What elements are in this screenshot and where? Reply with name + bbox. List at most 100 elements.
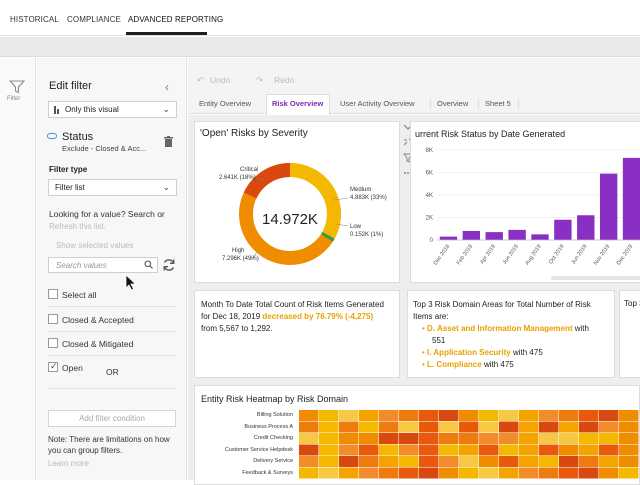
- heatmap-cell[interactable]: [439, 467, 459, 479]
- learn-more-link[interactable]: Learn more: [48, 459, 89, 468]
- heatmap-cell[interactable]: [459, 456, 479, 467]
- heatmap-cell[interactable]: [599, 467, 619, 479]
- heatmap-cell[interactable]: [359, 410, 379, 421]
- heatmap-cell[interactable]: [519, 456, 539, 467]
- heatmap-cell[interactable]: [539, 467, 559, 479]
- heatmap-cell[interactable]: [539, 433, 559, 444]
- heatmap-cell[interactable]: [339, 467, 359, 479]
- heatmap-cell[interactable]: [319, 456, 339, 467]
- heatmap-cell[interactable]: [399, 467, 419, 479]
- tab-sheet-5[interactable]: Sheet 5: [485, 99, 511, 108]
- heatmap-cell[interactable]: [479, 456, 499, 467]
- heatmap-cell[interactable]: [619, 421, 639, 433]
- heatmap-cell[interactable]: [539, 410, 559, 421]
- nav-tab-compliance[interactable]: COMPLIANCE: [67, 15, 121, 24]
- heatmap-cell[interactable]: [479, 433, 499, 444]
- heatmap-cell[interactable]: [379, 410, 399, 421]
- heatmap-cell[interactable]: [399, 456, 419, 467]
- heatmap-cell[interactable]: [579, 433, 599, 444]
- funnel-icon[interactable]: [9, 80, 25, 94]
- heatmap-cell[interactable]: [319, 467, 339, 479]
- heatmap-cell[interactable]: [379, 467, 399, 479]
- heatmap-cell[interactable]: [419, 421, 439, 433]
- heatmap-cell[interactable]: [579, 410, 599, 421]
- mtd-metric-card[interactable]: Month To Date Total Count of Risk Items …: [194, 290, 400, 378]
- bar[interactable]: [462, 231, 481, 240]
- nav-tab-historical[interactable]: HISTORICAL: [10, 15, 59, 24]
- search-values-input[interactable]: Search values: [48, 257, 158, 273]
- heatmap-cell[interactable]: [439, 433, 459, 444]
- checkbox-closed-accepted[interactable]: [48, 314, 58, 324]
- heatmap-cell[interactable]: [359, 421, 379, 433]
- heatmap-cell[interactable]: [379, 433, 399, 444]
- heatmap-cell[interactable]: [519, 421, 539, 433]
- filter-type-select[interactable]: Filter list ⌄: [48, 179, 177, 196]
- heatmap-cell[interactable]: [519, 467, 539, 479]
- heatmap-cell[interactable]: [439, 421, 459, 433]
- heatmap-cell[interactable]: [579, 444, 599, 456]
- heatmap-cell[interactable]: [599, 444, 619, 456]
- checkbox-select-all[interactable]: [48, 289, 58, 299]
- heatmap-cell[interactable]: [379, 444, 399, 456]
- heatmap-cell[interactable]: [299, 433, 319, 444]
- heatmap-cell[interactable]: [499, 410, 519, 421]
- delete-icon[interactable]: [164, 136, 173, 147]
- heatmap-cell[interactable]: [519, 444, 539, 456]
- heatmap-cell[interactable]: [419, 444, 439, 456]
- tab-risk-overview[interactable]: Risk Overview: [272, 99, 324, 108]
- heatmap-cell[interactable]: [519, 410, 539, 421]
- heatmap-cell[interactable]: [379, 456, 399, 467]
- heatmap-cell[interactable]: [619, 444, 639, 456]
- heatmap-cell[interactable]: [599, 410, 619, 421]
- tab-user-activity-overview[interactable]: User Activity Overview: [340, 99, 415, 108]
- heatmap-cell[interactable]: [459, 433, 479, 444]
- heatmap-cell[interactable]: [559, 467, 579, 479]
- undo-button[interactable]: Undo: [210, 75, 231, 85]
- heatmap-cell[interactable]: [479, 410, 499, 421]
- heatmap-cell[interactable]: [499, 421, 519, 433]
- bar[interactable]: [439, 236, 458, 240]
- donut-card[interactable]: 'Open' Risks by Severity 14.972K Critica…: [194, 121, 400, 283]
- heatmap-cell[interactable]: [339, 410, 359, 421]
- bar-chart-card[interactable]: urrent Risk Status by Date Generated 0 2K…: [410, 121, 640, 283]
- heatmap-cell[interactable]: [499, 444, 519, 456]
- heatmap-cell[interactable]: [359, 467, 379, 479]
- heatmap-cell[interactable]: [479, 444, 499, 456]
- heatmap-cell[interactable]: [339, 433, 359, 444]
- heatmap-cell[interactable]: [559, 421, 579, 433]
- heatmap-cell[interactable]: [359, 444, 379, 456]
- heatmap-cell[interactable]: [599, 421, 619, 433]
- heatmap-cell[interactable]: [619, 467, 639, 479]
- heatmap-cell[interactable]: [299, 444, 319, 456]
- heatmap-cell[interactable]: [399, 444, 419, 456]
- heatmap-cell[interactable]: [299, 410, 319, 421]
- heatmap-cell[interactable]: [339, 456, 359, 467]
- more-icon[interactable]: [404, 172, 406, 174]
- redo-icon[interactable]: ↷: [256, 75, 264, 85]
- heatmap-cell[interactable]: [499, 456, 519, 467]
- heatmap-cell[interactable]: [319, 444, 339, 456]
- heatmap-cell[interactable]: [459, 410, 479, 421]
- heatmap-card[interactable]: Entity Risk Heatmap by Risk Domain Billi…: [194, 385, 640, 485]
- heatmap-cell[interactable]: [479, 421, 499, 433]
- donut-chart[interactable]: 14.972K Critical 2.641K (18%) Medium 4.8…: [195, 142, 401, 282]
- heatmap-cell[interactable]: [599, 456, 619, 467]
- redo-button[interactable]: Redo: [274, 75, 295, 85]
- heatmap-cell[interactable]: [559, 456, 579, 467]
- heatmap-cell[interactable]: [559, 410, 579, 421]
- heatmap-cell[interactable]: [559, 444, 579, 456]
- checkbox-open[interactable]: [48, 361, 58, 372]
- tab-overview[interactable]: Overview: [437, 99, 469, 108]
- scope-select[interactable]: Only this visual ⌄: [48, 101, 177, 118]
- collapse-panel-icon[interactable]: ‹: [165, 80, 169, 94]
- heatmap-cell[interactable]: [599, 433, 619, 444]
- heatmap-cell[interactable]: [539, 444, 559, 456]
- bar[interactable]: [508, 229, 526, 240]
- heatmap-cell[interactable]: [319, 433, 339, 444]
- top-domains-card[interactable]: Top 3 Risk Domain Areas for Total Number…: [407, 290, 615, 378]
- bar[interactable]: [554, 219, 572, 240]
- heatmap-cell[interactable]: [459, 444, 479, 456]
- show-selected-values[interactable]: Show selected values: [56, 241, 134, 250]
- heatmap-cell[interactable]: [299, 467, 319, 479]
- heatmap-cell[interactable]: [459, 421, 479, 433]
